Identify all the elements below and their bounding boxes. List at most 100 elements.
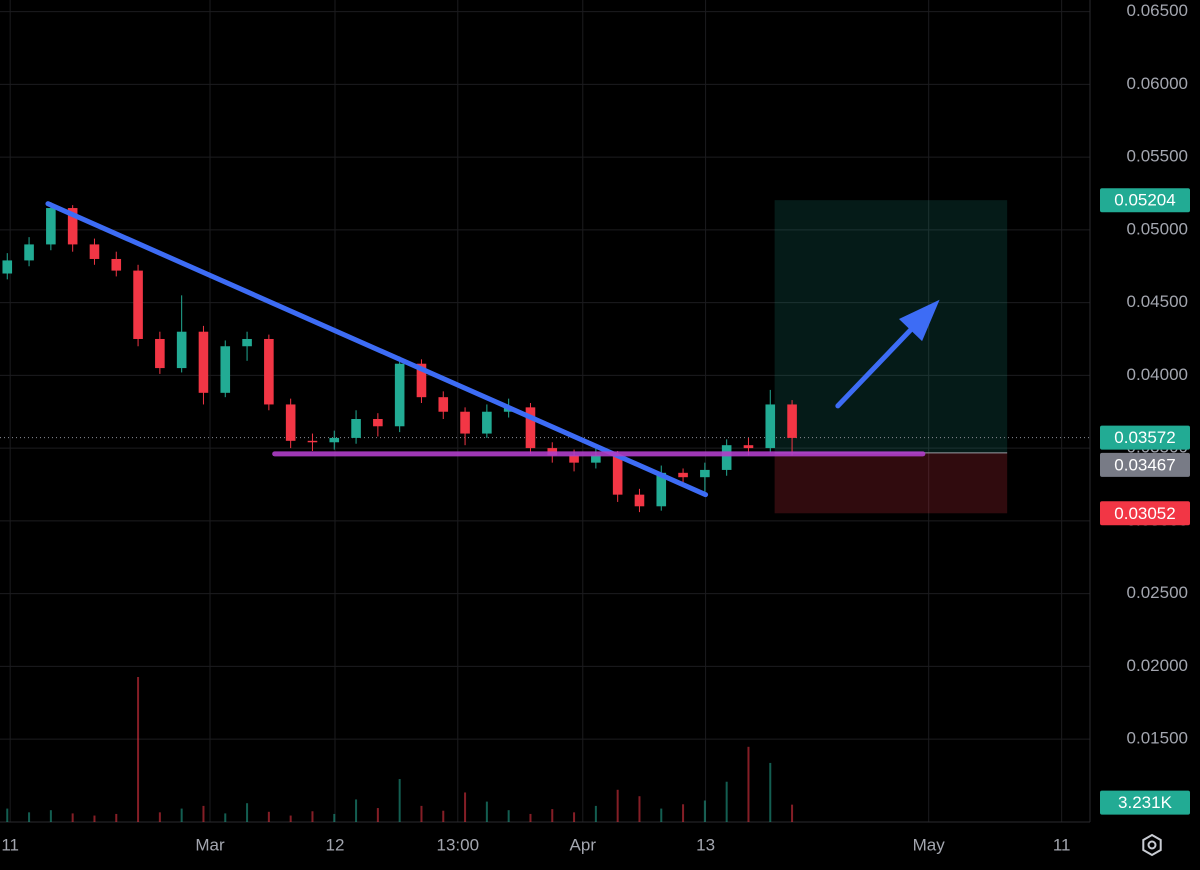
candle-body [721, 445, 732, 470]
y-tick-label: 0.02500 [1127, 583, 1188, 602]
candle-body [176, 331, 187, 369]
arrow-head [898, 299, 940, 342]
volume-badge [1100, 790, 1190, 815]
candle-body [220, 346, 231, 393]
stop-label: 0.03052 [1114, 504, 1175, 523]
candle-body [285, 404, 296, 441]
volume-bar [6, 808, 9, 822]
entry-badge [1100, 452, 1190, 477]
volume-bar [115, 813, 118, 822]
volume-bar [529, 813, 532, 822]
x-tick-label: May [913, 835, 946, 854]
candle-body [569, 455, 579, 463]
volume-bar [246, 803, 249, 822]
volume-bar [725, 781, 728, 822]
volume-bar [791, 804, 794, 822]
volume-bar [682, 804, 685, 822]
volume-bar [355, 799, 358, 822]
candle-body [678, 472, 688, 478]
candle-body [111, 258, 122, 271]
settings-icon[interactable] [1142, 833, 1162, 857]
y-tick-label: 0.05500 [1127, 147, 1188, 166]
candle-body [155, 338, 165, 369]
volume-bar [333, 813, 336, 822]
x-tick-label: 11 [1, 835, 19, 854]
candle-body [460, 411, 470, 434]
candle-body [133, 270, 143, 339]
volume-bar [507, 810, 510, 822]
candle-body [656, 472, 667, 507]
candle-body [242, 338, 252, 347]
volume-bar [442, 810, 445, 822]
volume-bar [376, 808, 379, 822]
volume-bar [311, 811, 314, 822]
volume-bar [71, 813, 74, 822]
x-tick-label: 12 [326, 835, 345, 854]
volume-bar [573, 812, 576, 822]
candle-body [198, 331, 209, 393]
x-tick-label: Apr [570, 835, 597, 854]
volume-bar [398, 779, 401, 822]
volume-bar [594, 805, 597, 822]
y-tick-label: 0.02000 [1127, 656, 1188, 675]
candle-body [438, 397, 449, 412]
candle-body [700, 469, 710, 478]
y-tick-label: 0.06000 [1127, 74, 1188, 93]
volume-bar [180, 808, 183, 822]
volume-bar [224, 813, 227, 822]
volume-bar [202, 805, 205, 822]
volume-bar [747, 746, 750, 822]
x-tick-label: Mar [195, 835, 225, 854]
candle-body [525, 407, 536, 449]
candle-body [591, 455, 601, 463]
candle-body [743, 445, 754, 449]
candle-body [351, 419, 361, 438]
volume-bar [551, 809, 554, 822]
y-tick-label: 0.04000 [1127, 365, 1188, 384]
volume-bar [137, 677, 140, 822]
volume-bar [703, 800, 706, 822]
target-badge [1100, 188, 1190, 213]
volume-bar [289, 815, 292, 822]
candle-body [24, 244, 34, 261]
volume-bar [660, 808, 663, 822]
volume-bar [93, 815, 96, 822]
y-tick-label: 0.05000 [1127, 219, 1188, 238]
volume-bar [464, 792, 467, 822]
volume-bar [49, 810, 52, 822]
volume-label: 3.231K [1118, 793, 1173, 812]
entry-label: 0.03467 [1114, 455, 1175, 474]
x-tick-label: 13:00 [437, 835, 480, 854]
volume-bar [28, 812, 31, 822]
y-tick-label: 0.04500 [1127, 292, 1188, 311]
profit-zone [774, 200, 1008, 453]
volume-bar [616, 789, 619, 822]
candle-body [765, 404, 776, 449]
candle-body [482, 411, 492, 434]
settings-dot [1147, 840, 1157, 850]
stop-badge [1100, 501, 1190, 526]
arrow-shaft [835, 327, 914, 409]
settings-hexagon [1142, 833, 1162, 857]
loss-zone [774, 452, 1008, 514]
candle-body [416, 363, 427, 398]
volume-bar [485, 801, 488, 822]
candle-body [46, 208, 56, 245]
candle-body [634, 494, 645, 507]
x-tick-label: 13 [696, 835, 715, 854]
candle-body [2, 260, 13, 274]
volume-bar [638, 796, 641, 822]
candle-body [307, 440, 318, 443]
volume-bar [420, 805, 423, 822]
volume-bar [158, 812, 161, 822]
candle-body [612, 455, 623, 495]
candle-body [373, 419, 383, 427]
last-price-badge [1100, 425, 1190, 450]
last-price-label: 0.03572 [1114, 428, 1175, 447]
candle-body [264, 338, 274, 405]
volume-bar [769, 762, 772, 822]
candle-body [67, 208, 78, 245]
candle-body [89, 244, 100, 259]
